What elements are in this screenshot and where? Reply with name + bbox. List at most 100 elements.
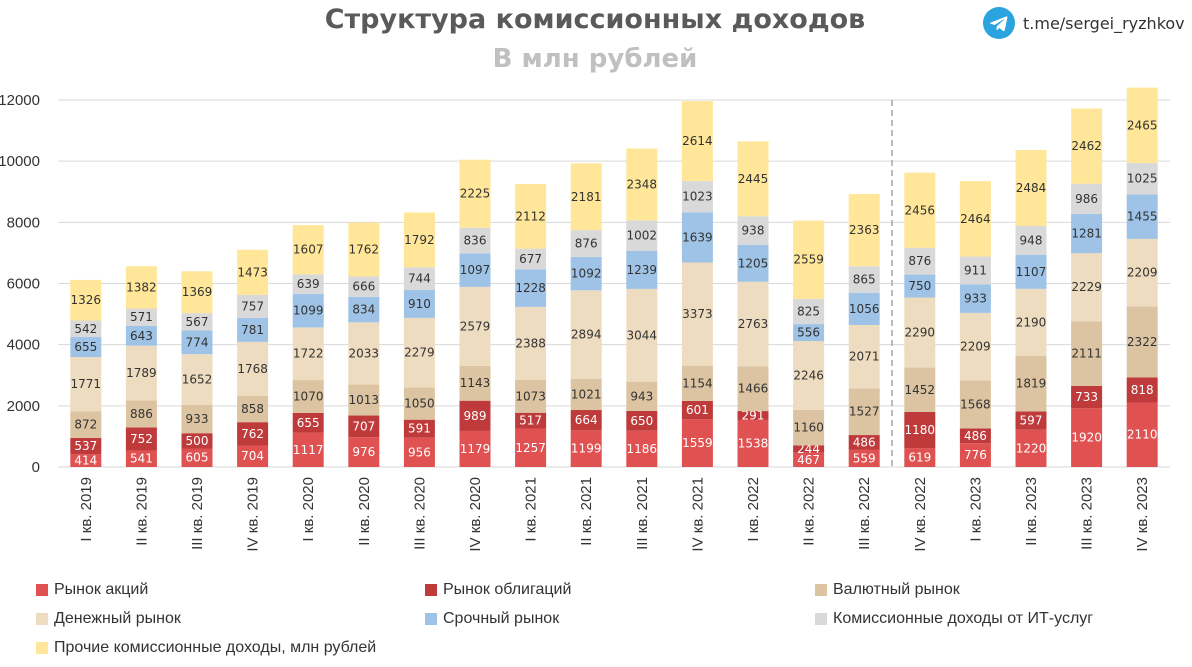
data-label: 677 <box>519 252 542 266</box>
data-label: 2110 <box>1127 428 1158 442</box>
bar-segment <box>1126 402 1158 467</box>
bar-segment <box>959 312 991 381</box>
bar-segment <box>403 387 435 420</box>
bar-segment <box>848 388 880 436</box>
data-label: 2894 <box>571 328 602 342</box>
data-label: 1002 <box>627 229 658 243</box>
data-label: 291 <box>742 409 765 423</box>
bar-segment <box>570 230 602 257</box>
x-tick-label: III кв. 2020 <box>411 477 428 550</box>
data-label: 666 <box>352 280 375 294</box>
bar-segment <box>348 222 380 277</box>
bar-segment <box>570 163 602 231</box>
bar-segment <box>1015 411 1047 430</box>
x-tick-label: II кв. 2019 <box>133 477 150 546</box>
bar-segment <box>403 317 435 388</box>
data-label: 1070 <box>293 389 324 403</box>
data-label: 1025 <box>1127 172 1158 186</box>
bar-segment <box>626 148 658 221</box>
x-tick-label: II кв. 2023 <box>1023 477 1040 546</box>
telegram-link[interactable]: t.me/sergei_ryzhkov <box>983 6 1185 40</box>
x-tick-label: IV кв. 2021 <box>689 477 706 552</box>
data-label: 3373 <box>682 307 713 321</box>
data-label: 1073 <box>515 389 546 403</box>
data-label: 872 <box>74 418 97 432</box>
telegram-link-text[interactable]: t.me/sergei_ryzhkov <box>1023 13 1185 33</box>
data-label: 774 <box>186 335 209 349</box>
data-label: 1559 <box>682 436 713 450</box>
y-tick-label: 0 <box>32 459 40 476</box>
x-tick-label: I кв. 2020 <box>300 477 317 542</box>
data-label: 1527 <box>849 405 880 419</box>
bar-segment <box>403 419 435 438</box>
data-label: 1639 <box>682 230 713 244</box>
bar-segment <box>848 266 880 293</box>
y-tick-label: 12000 <box>0 92 40 109</box>
bar-segment <box>681 365 713 401</box>
x-tick-label: II кв. 2021 <box>578 477 595 546</box>
bar-segment <box>737 366 769 412</box>
data-label: 1199 <box>571 442 602 456</box>
data-label: 542 <box>74 322 97 336</box>
data-label: 1452 <box>905 383 936 397</box>
data-label: 1179 <box>460 442 491 456</box>
data-label: 836 <box>464 234 487 248</box>
bar-segment <box>237 341 269 396</box>
bar-segment <box>459 253 491 287</box>
bar-segment <box>125 427 157 451</box>
data-label: 1107 <box>1016 265 1047 279</box>
bar-segment <box>681 262 713 366</box>
chart-title: Структура комиссионных доходов <box>324 4 866 35</box>
bar-segment <box>848 435 880 450</box>
bar-segment <box>626 251 658 289</box>
bar-segment <box>403 290 435 318</box>
data-label: 605 <box>186 451 209 465</box>
data-label: 597 <box>1020 414 1043 428</box>
data-label: 1050 <box>404 397 435 411</box>
bar-segment <box>1126 377 1158 403</box>
data-label: 1220 <box>1016 441 1047 455</box>
data-label: 2033 <box>349 346 380 360</box>
bar-segment <box>459 227 491 254</box>
data-label: 1180 <box>905 423 936 437</box>
data-label: 1239 <box>627 263 658 277</box>
data-label: 1789 <box>126 366 157 380</box>
data-label: 2388 <box>515 336 546 350</box>
data-label: 3044 <box>627 328 658 342</box>
data-label: 933 <box>186 412 209 426</box>
bar-segment <box>237 249 269 295</box>
bar-segment <box>181 448 213 467</box>
bar-segment <box>959 181 991 257</box>
data-label: 2225 <box>460 187 491 201</box>
data-label: 733 <box>1075 390 1098 404</box>
bar-segment <box>793 324 825 342</box>
bar-segment <box>125 345 157 401</box>
bar-segment <box>515 269 547 307</box>
bar-segment <box>70 454 102 467</box>
bar-segment <box>348 276 380 297</box>
bar-segment <box>181 313 213 331</box>
bar-segment <box>848 325 880 389</box>
data-label: 2445 <box>738 172 769 186</box>
data-label: 1205 <box>738 256 769 270</box>
data-label: 1538 <box>738 436 769 450</box>
bar-segment <box>237 445 269 467</box>
x-tick-label: II кв. 2022 <box>801 477 818 546</box>
bar-segment <box>1071 108 1103 184</box>
data-label: 486 <box>964 429 987 443</box>
bar-segment <box>125 450 157 467</box>
data-label: 1021 <box>571 387 602 401</box>
data-label: 1326 <box>71 293 102 307</box>
data-label: 591 <box>408 422 431 436</box>
bar-segment <box>515 379 547 413</box>
bar-segment <box>959 284 991 313</box>
data-label: 752 <box>130 432 153 446</box>
data-label: 1607 <box>293 243 324 257</box>
bar-segment <box>737 141 769 217</box>
data-label: 1792 <box>404 233 435 247</box>
data-label: 1466 <box>738 382 769 396</box>
data-label: 571 <box>130 310 153 324</box>
bar-segment <box>292 327 324 381</box>
data-label: 1652 <box>182 372 213 386</box>
data-label: 2484 <box>1016 181 1047 195</box>
